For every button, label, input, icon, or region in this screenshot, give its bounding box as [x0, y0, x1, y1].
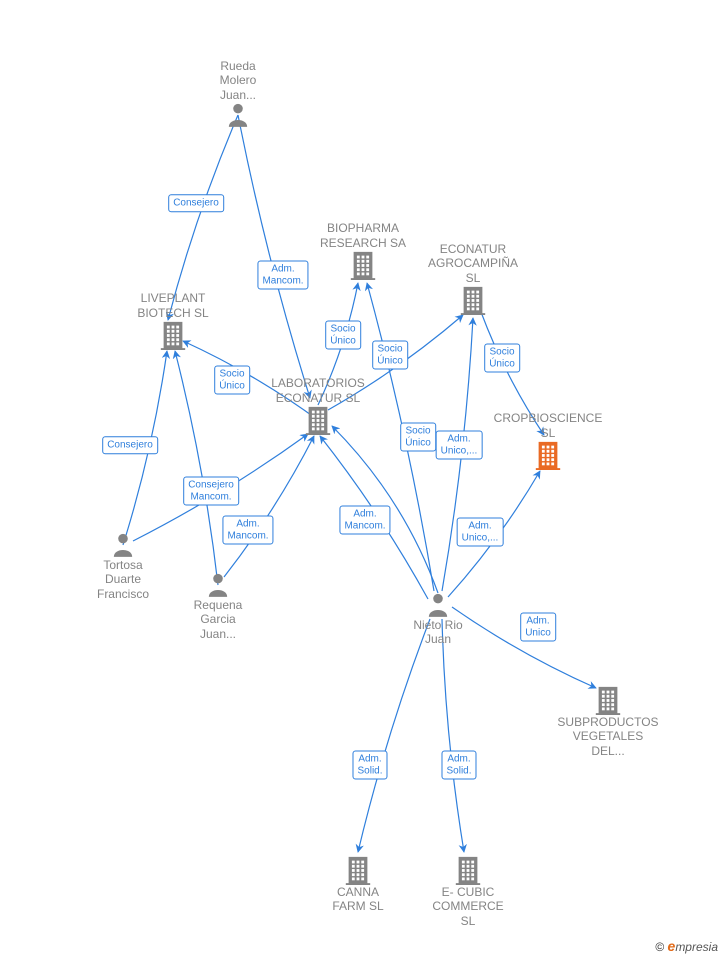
edge-nieto-ecubic: [442, 619, 464, 852]
company-node-cropbio[interactable]: CROPBIOSCIENCE SL: [478, 411, 618, 470]
edge-label: Adm. Mancom.: [257, 261, 308, 290]
building-icon: [478, 440, 618, 470]
graph-canvas: [0, 0, 728, 960]
building-icon: [398, 855, 538, 885]
edge-label: Consejero: [168, 194, 224, 212]
edge-label: Adm. Mancom.: [339, 506, 390, 535]
node-label: ECONATUR AGROCAMPIÑA SL: [403, 242, 543, 285]
node-label: LIVEPLANT BIOTECH SL: [103, 291, 243, 320]
edge-label: Socio Único: [325, 321, 361, 350]
brand-logo-rest: mpresia: [675, 940, 718, 954]
person-node-nieto[interactable]: Nieto Rio Juan: [368, 592, 508, 647]
person-icon: [53, 532, 193, 558]
building-icon: [403, 285, 543, 315]
node-label: Nieto Rio Juan: [368, 618, 508, 647]
company-node-liveplant[interactable]: LIVEPLANT BIOTECH SL: [103, 291, 243, 350]
edge-label: Consejero: [102, 436, 158, 454]
edge-label: Adm. Mancom.: [222, 516, 273, 545]
edge-label: Socio Único: [372, 341, 408, 370]
edge-label: Adm. Solid.: [352, 751, 387, 780]
building-icon: [103, 320, 243, 350]
edge-label: Adm. Unico,...: [436, 431, 483, 460]
edge-label: Adm. Unico,...: [457, 518, 504, 547]
edge-label: Socio Único: [484, 344, 520, 373]
company-node-econatur[interactable]: ECONATUR AGROCAMPIÑA SL: [403, 242, 543, 315]
edge-label: Adm. Unico: [520, 613, 556, 642]
person-node-rueda[interactable]: Rueda Molero Juan...: [168, 59, 308, 128]
footer-copyright: © empresia: [655, 938, 718, 954]
node-label: SUBPRODUCTOS VEGETALES DEL...: [538, 715, 678, 758]
node-label: Requena Garcia Juan...: [148, 598, 288, 641]
node-label: E- CUBIC COMMERCE SL: [398, 885, 538, 928]
building-icon: [248, 405, 388, 435]
node-label: LABORATORIOS ECONATUR SL: [248, 376, 388, 405]
company-node-laborat[interactable]: LABORATORIOS ECONATUR SL: [248, 376, 388, 435]
edge-label: Consejero Mancom.: [183, 477, 239, 506]
node-label: CROPBIOSCIENCE SL: [478, 411, 618, 440]
edge-requena-laborat: [224, 436, 314, 577]
person-icon: [368, 592, 508, 618]
person-icon: [148, 572, 288, 598]
node-label: Rueda Molero Juan...: [168, 59, 308, 102]
edge-rueda-liveplant: [168, 115, 238, 320]
copyright-symbol: ©: [655, 940, 664, 954]
edge-label: Socio Único: [400, 423, 436, 452]
company-node-subprod[interactable]: SUBPRODUCTOS VEGETALES DEL...: [538, 685, 678, 758]
edge-label: Socio Único: [214, 366, 250, 395]
person-node-requena[interactable]: Requena Garcia Juan...: [148, 572, 288, 641]
company-node-ecubic[interactable]: E- CUBIC COMMERCE SL: [398, 855, 538, 928]
edge-nieto-canna: [358, 619, 430, 852]
building-icon: [538, 685, 678, 715]
edge-label: Adm. Solid.: [441, 751, 476, 780]
person-icon: [168, 102, 308, 128]
